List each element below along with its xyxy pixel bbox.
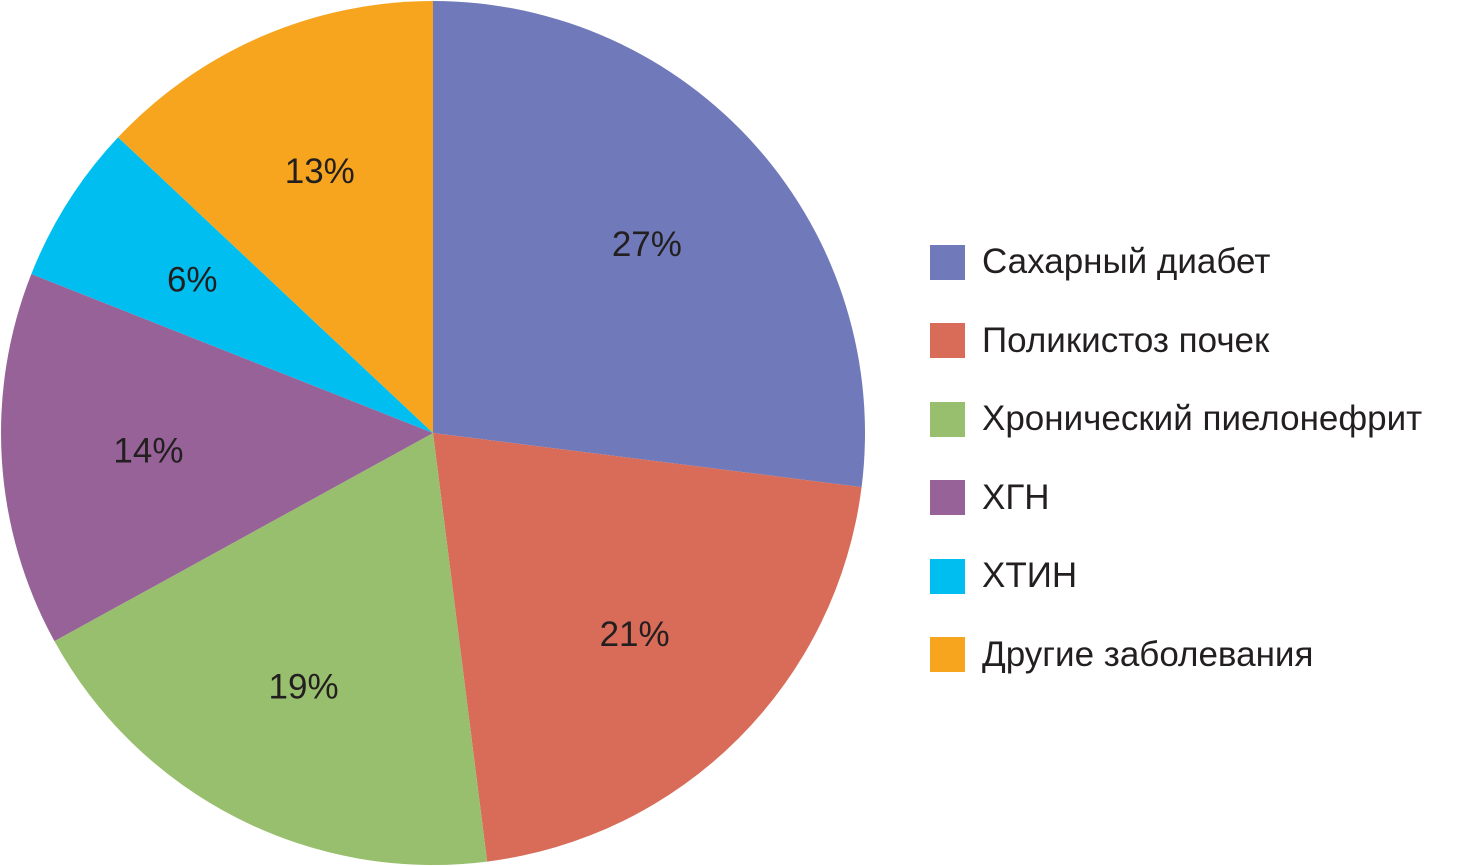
pie-slices: [1, 1, 865, 865]
pie-slice: [118, 1, 433, 433]
legend-swatch: [930, 558, 965, 594]
legend-item: Другие заболевания: [930, 635, 1422, 675]
slice-value-label: 27%: [612, 225, 682, 264]
slice-value-label: 21%: [600, 615, 670, 654]
pie-slice-labels: 27% 21% 19% 14% 6% 13%: [113, 152, 681, 707]
legend-swatch: [930, 244, 965, 280]
pie-slice: [31, 137, 434, 433]
legend-label: ХГН: [982, 477, 1050, 517]
legend-item: Сахарный диабет: [930, 242, 1422, 282]
legend-swatch: [930, 637, 965, 672]
pie-slice: [433, 433, 862, 862]
legend-label: Поликистоз почек: [982, 320, 1270, 360]
pie-slice: [54, 433, 488, 865]
legend-item: ХГН: [930, 478, 1422, 518]
pie-slice: [433, 1, 865, 488]
legend-label: Другие заболевания: [982, 634, 1314, 674]
legend-item: ХТИН: [930, 556, 1422, 596]
legend-item: Поликистоз почек: [930, 321, 1422, 361]
pie-slice: [1, 273, 433, 642]
slice-value-label: 6%: [167, 261, 218, 300]
legend-label: ХТИН: [982, 556, 1078, 595]
slice-value-label: 14%: [113, 431, 183, 470]
chart-legend: Сахарный диабет Поликистоз почек Хрониче…: [930, 242, 1422, 713]
legend-label: Хронический пиелонефрит: [982, 399, 1423, 438]
legend-swatch: [930, 323, 965, 358]
slice-value-label: 19%: [269, 668, 339, 707]
slice-value-label: 13%: [285, 152, 355, 191]
legend-item: Хронический пиелонефрит: [930, 399, 1422, 439]
legend-label: Сахарный диабет: [982, 242, 1271, 281]
legend-swatch: [930, 401, 965, 437]
legend-swatch: [930, 480, 965, 515]
